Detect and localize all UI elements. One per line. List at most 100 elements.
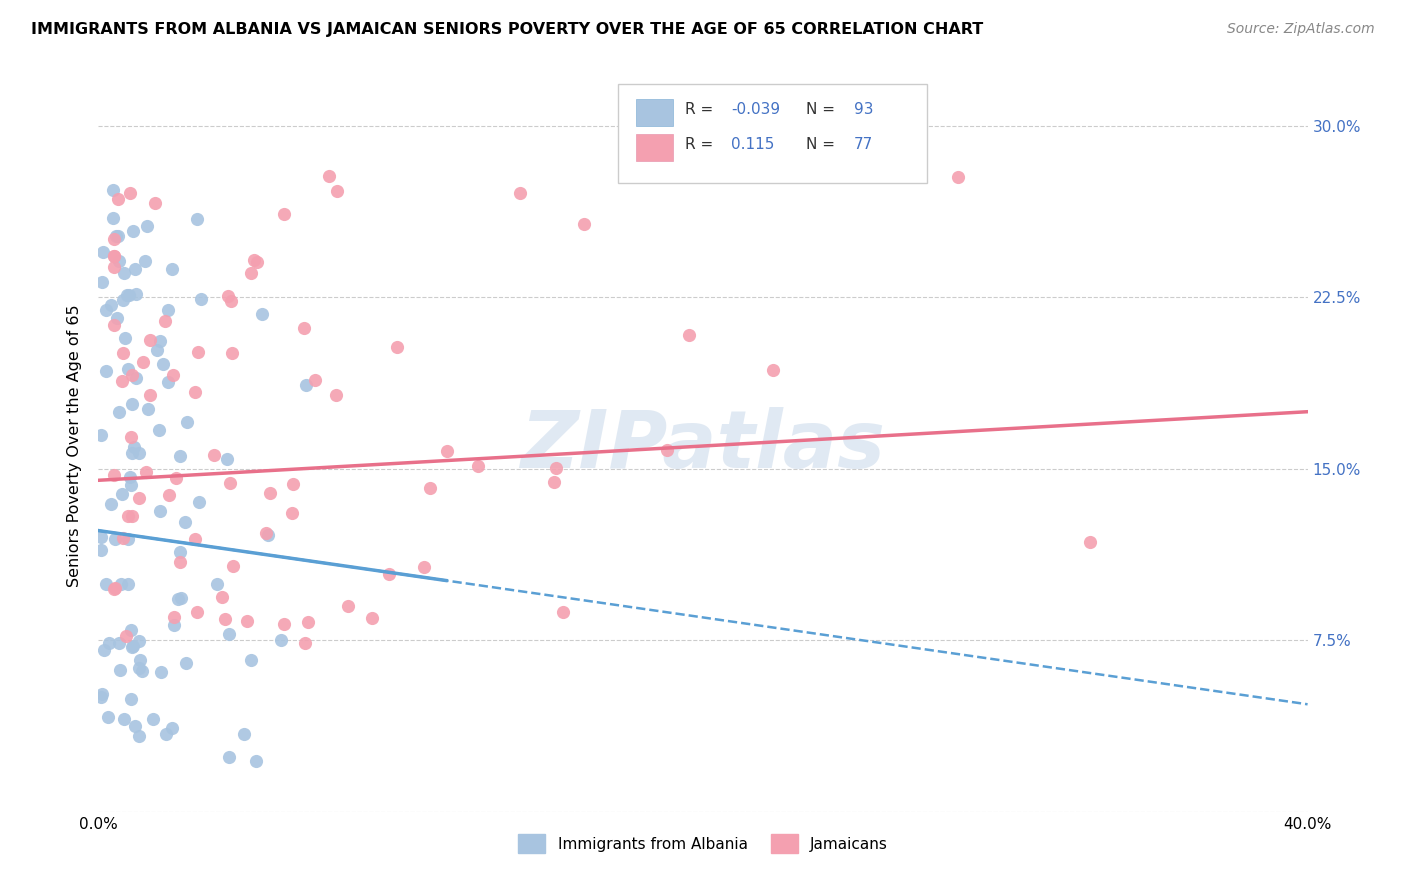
Point — [148, 423, 170, 437]
Point — [149, 503, 172, 517]
Point — [572, 217, 595, 231]
Point — [112, 346, 135, 360]
Point — [273, 617, 295, 632]
Point — [509, 186, 531, 201]
Point — [104, 533, 127, 547]
Text: N =: N = — [806, 102, 839, 117]
Point — [96, 364, 118, 378]
Point — [98, 636, 121, 650]
Point — [121, 397, 143, 411]
Point — [117, 533, 139, 547]
Point — [157, 488, 180, 502]
Point — [155, 727, 177, 741]
Point — [162, 368, 184, 382]
Point — [138, 402, 160, 417]
Point — [678, 327, 700, 342]
Point — [163, 618, 186, 632]
Point — [129, 653, 152, 667]
Point — [124, 262, 146, 277]
Point — [124, 719, 146, 733]
Point — [167, 591, 190, 606]
Point — [90, 690, 112, 704]
Point — [91, 687, 114, 701]
Point — [111, 374, 134, 388]
Point — [259, 486, 281, 500]
Point — [387, 340, 409, 354]
Point — [325, 184, 347, 198]
Point — [120, 624, 142, 638]
Point — [325, 388, 347, 402]
Point — [337, 599, 360, 614]
Point — [155, 314, 177, 328]
Point — [169, 555, 191, 569]
Point — [128, 491, 150, 505]
Point — [110, 577, 132, 591]
Point — [202, 449, 225, 463]
Point — [122, 440, 145, 454]
Point — [221, 346, 243, 360]
Point — [115, 629, 138, 643]
Point — [553, 605, 575, 619]
Point — [419, 481, 441, 495]
Point — [174, 657, 197, 671]
Point — [132, 355, 155, 369]
Point — [136, 219, 159, 234]
Point — [125, 371, 148, 385]
Point — [101, 211, 124, 225]
Point — [128, 633, 150, 648]
Point — [97, 710, 120, 724]
Point — [160, 722, 183, 736]
Point — [169, 545, 191, 559]
Point — [184, 385, 207, 400]
Point — [131, 664, 153, 678]
FancyBboxPatch shape — [637, 99, 672, 126]
Point — [142, 712, 165, 726]
Point — [214, 612, 236, 626]
Point — [156, 375, 179, 389]
Point — [946, 169, 969, 184]
Point — [90, 531, 112, 545]
Point — [128, 661, 150, 675]
Text: IMMIGRANTS FROM ALBANIA VS JAMAICAN SENIORS POVERTY OVER THE AGE OF 65 CORRELATI: IMMIGRANTS FROM ALBANIA VS JAMAICAN SENI… — [31, 22, 983, 37]
Point — [273, 207, 295, 221]
Point — [281, 477, 304, 491]
Point — [117, 576, 139, 591]
Point — [218, 476, 240, 491]
Text: R =: R = — [685, 102, 718, 117]
Point — [117, 362, 139, 376]
Point — [318, 169, 340, 183]
Point — [1080, 535, 1102, 549]
Point — [120, 477, 142, 491]
Text: ZIPatlas: ZIPatlas — [520, 407, 886, 485]
Point — [90, 428, 112, 442]
Point — [103, 260, 125, 275]
Point — [163, 610, 186, 624]
FancyBboxPatch shape — [637, 135, 672, 161]
Point — [217, 289, 239, 303]
Y-axis label: Seniors Poverty Over the Age of 65: Seniors Poverty Over the Age of 65 — [67, 305, 83, 587]
Point — [120, 429, 142, 443]
Point — [281, 506, 304, 520]
Point — [157, 303, 180, 318]
Point — [107, 405, 129, 419]
Point — [218, 750, 240, 764]
Point — [360, 611, 382, 625]
Point — [250, 307, 273, 321]
Point — [121, 446, 143, 460]
Point — [105, 229, 128, 244]
Point — [270, 633, 292, 648]
Point — [245, 754, 267, 768]
Point — [103, 249, 125, 263]
Point — [246, 255, 269, 269]
Point — [139, 388, 162, 402]
Point — [149, 665, 172, 679]
Text: 93: 93 — [855, 102, 873, 117]
Point — [135, 465, 157, 479]
Point — [139, 333, 162, 347]
Point — [91, 244, 114, 259]
Point — [118, 288, 141, 302]
Point — [103, 582, 125, 597]
Point — [122, 224, 145, 238]
Point — [165, 471, 187, 485]
Point — [121, 639, 143, 653]
